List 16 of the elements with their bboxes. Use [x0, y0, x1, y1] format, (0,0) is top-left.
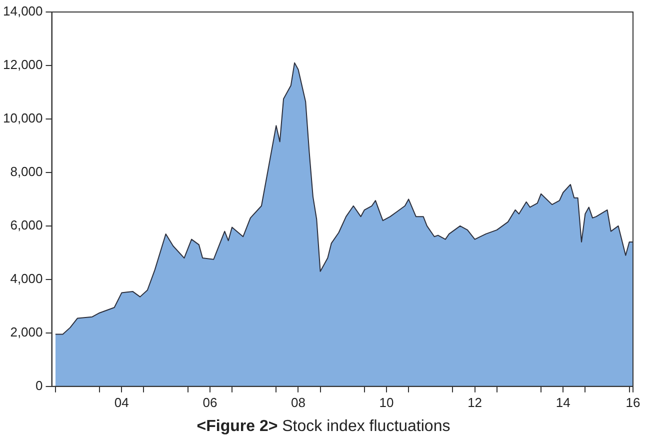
- y-tick-label: 2,000: [10, 324, 43, 340]
- y-tick-label: 6,000: [10, 218, 43, 233]
- y-tick-label: 12,000: [2, 57, 43, 72]
- y-tick-label: 10,000: [2, 110, 43, 126]
- x-tick-label: 10: [379, 394, 394, 410]
- y-tick-label: 14,000: [2, 4, 43, 19]
- x-tick-label: 16: [626, 394, 640, 410]
- y-tick-label: 4,000: [10, 271, 43, 286]
- x-tick-label: 12: [468, 394, 482, 410]
- x-tick-label: 04: [114, 394, 129, 410]
- y-tick-label: 8,000: [10, 164, 43, 180]
- x-tick-label: 14: [556, 394, 570, 410]
- text: <Figure 2> Stock index fluctuations: [196, 418, 452, 436]
- x-tick-label: 08: [291, 394, 306, 410]
- y-tick-label: 0: [36, 378, 43, 393]
- x-tick-label: 06: [202, 394, 218, 410]
